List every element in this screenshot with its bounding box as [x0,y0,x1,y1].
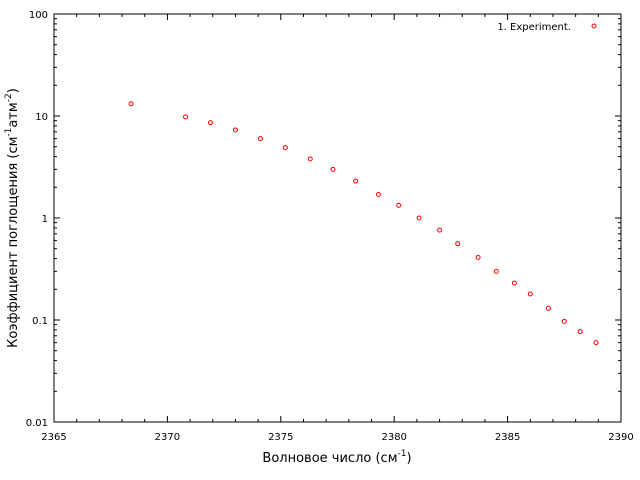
data-point [511,280,517,286]
x-tick-label: 2370 [155,432,180,443]
data-point [330,166,336,172]
data-point [207,120,213,126]
data-point [232,127,238,133]
data-point [416,215,422,221]
data-point [561,318,567,324]
legend: 1. Experiment. [497,22,597,33]
y-tick-label: 0.01 [26,418,48,429]
x-tick-label: 2375 [268,432,293,443]
y-tick-label: 10 [35,112,48,123]
data-point [375,191,381,197]
data-point [257,136,263,142]
y-tick-label: 100 [29,10,48,21]
data-point [307,156,313,162]
data-point [593,340,599,346]
x-axis-label: Волновое число (см-1) [262,449,411,466]
plot-frame [53,13,622,423]
data-point [128,101,134,107]
axis-tick-labels: 2365 2370 2375 2380 2385 2390 0.01 0.1 1 10 100 [26,10,634,443]
y-tick-label: 0.1 [32,316,48,327]
data-point [577,329,583,335]
y-tick-label: 1 [42,214,48,225]
axis-ticks [53,13,622,423]
legend-marker [591,23,597,29]
data-points [128,101,599,346]
data-point [545,305,551,311]
x-tick-label: 2385 [495,432,520,443]
data-point [353,178,359,184]
data-point [493,268,499,274]
data-point [527,291,533,297]
data-point [455,241,461,247]
legend-label: 1. Experiment. [497,22,571,33]
data-point [282,145,288,151]
data-point [437,227,443,233]
x-tick-label: 2380 [381,432,406,443]
data-point [475,254,481,260]
data-point [396,202,402,208]
data-point [183,114,189,120]
x-tick-label: 2390 [608,432,633,443]
x-tick-label: 2365 [41,432,66,443]
y-axis-label: Коэффициент поглощения (см-1атм-2) [4,88,21,348]
